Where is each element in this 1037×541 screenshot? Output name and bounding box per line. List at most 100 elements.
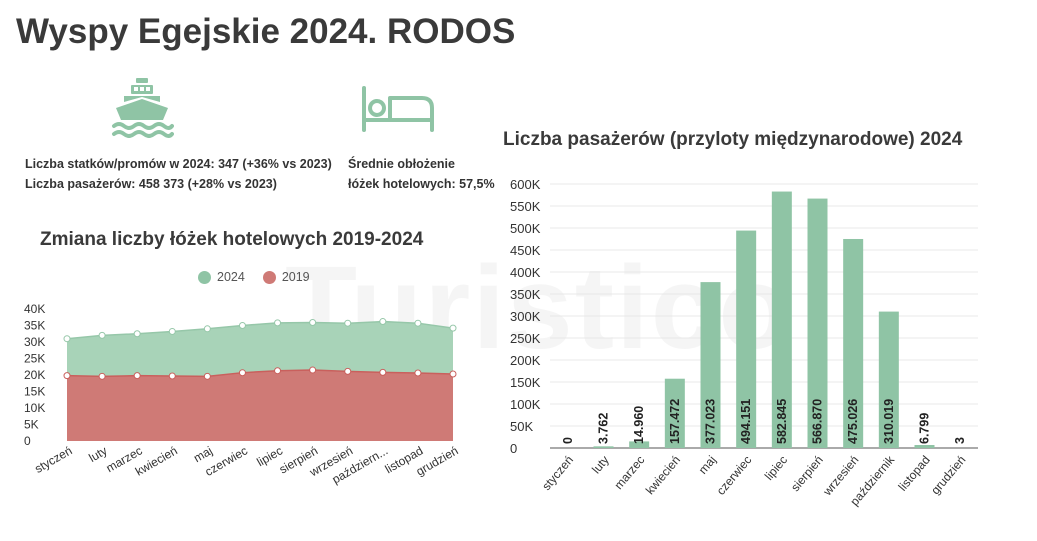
bar-y-tick-label: 600K: [510, 177, 541, 192]
bar-y-tick-label: 550K: [510, 199, 541, 214]
bar-value-label: 494.151: [739, 399, 753, 444]
bar-x-tick-label: marzec: [611, 453, 647, 492]
legend-item-2019[interactable]: 2019: [262, 270, 310, 284]
ship-icon: [112, 78, 174, 138]
point-2019[interactable]: [414, 369, 422, 377]
point-2019[interactable]: [449, 370, 457, 378]
ships-stat-line: Liczba statków/promów w 2024: 347 (+36% …: [25, 157, 332, 171]
point-2019[interactable]: [379, 368, 387, 376]
legend-item-2024[interactable]: 2024: [198, 270, 245, 284]
occupancy-stat-line-2: łóżek hotelowych: 57,5%: [348, 177, 495, 191]
point-2019[interactable]: [238, 369, 246, 377]
bar-y-tick-label: 300K: [510, 309, 541, 324]
area-chart-title: Zmiana liczby łóżek hotelowych 2019-2024: [40, 229, 424, 250]
bar-y-tick-label: 400K: [510, 265, 541, 280]
point-2024[interactable]: [63, 335, 71, 343]
legend-swatch-2019: [262, 270, 276, 284]
bar-y-tick-label: 450K: [510, 243, 541, 258]
bar-lipiec[interactable]: [771, 191, 792, 448]
bar-y-tick-label: 350K: [510, 287, 541, 302]
bar-value-label: 14.960: [632, 406, 646, 444]
point-2024[interactable]: [449, 324, 457, 332]
bar-x-tick-label: listopad: [895, 453, 932, 494]
bar-y-tick-label: 500K: [510, 221, 541, 236]
page-title: Wyspy Egejskie 2024. RODOS: [16, 12, 516, 51]
point-2024[interactable]: [98, 331, 106, 339]
point-2019[interactable]: [98, 372, 106, 380]
bar-x-tick-label: lipiec: [762, 453, 790, 483]
bar-y-tick-label: 250K: [510, 331, 541, 346]
area-2019: [67, 370, 453, 441]
bar-maj[interactable]: [700, 282, 721, 448]
bar-x-tick-label: kwiecień: [643, 453, 683, 497]
bar-wrzesień[interactable]: [843, 238, 864, 448]
bar-value-label: 3: [953, 437, 967, 444]
bar-x-tick-label: styczeń: [539, 453, 576, 493]
bar-sierpień[interactable]: [807, 198, 828, 448]
area-y-tick-label: 30K: [24, 335, 45, 349]
occupancy-stat-line-1: Średnie obłożenie: [348, 157, 455, 171]
bar-value-label: 157.472: [668, 399, 682, 444]
area-y-tick-label: 5K: [24, 418, 39, 432]
point-2019[interactable]: [309, 366, 317, 374]
point-2019[interactable]: [63, 372, 71, 380]
ships-stats: Liczba statków/promów w 2024: 347 (+36% …: [25, 154, 332, 194]
point-2019[interactable]: [168, 372, 176, 380]
point-2024[interactable]: [379, 318, 387, 326]
bar-y-tick-label: 200K: [510, 353, 541, 368]
bar-value-label: 310.019: [882, 399, 896, 444]
area-y-tick-label: 10K: [24, 401, 45, 415]
area-x-tick-label: styczeń: [32, 443, 74, 475]
area-y-tick-label: 20K: [24, 368, 45, 382]
bar-value-label: 377.023: [704, 399, 718, 444]
passengers-stat-line: Liczba pasażerów: 458 373 (+28% vs 2023): [25, 177, 277, 191]
point-2019[interactable]: [344, 367, 352, 375]
bar-y-tick-label: 150K: [510, 375, 541, 390]
point-2019[interactable]: [133, 372, 141, 380]
area-y-tick-label: 35K: [24, 319, 45, 333]
area-chart-legend: 2024 2019: [198, 270, 328, 284]
bar-y-tick-label: 50K: [510, 419, 533, 434]
bar-luty[interactable]: [593, 446, 614, 448]
bed-icon: [362, 86, 434, 132]
legend-label-2024: 2024: [217, 270, 245, 284]
area-y-tick-label: 0: [24, 434, 31, 448]
point-2024[interactable]: [344, 319, 352, 327]
bar-x-tick-label: maj: [696, 453, 719, 477]
point-2024[interactable]: [274, 319, 282, 327]
bar-x-tick-label: czerwiec: [714, 453, 755, 498]
bar-listopad[interactable]: [914, 445, 935, 448]
point-2024[interactable]: [133, 330, 141, 338]
bar-value-label: 0: [561, 437, 575, 444]
area-2024: [67, 321, 453, 377]
bar-kwiecień[interactable]: [664, 378, 685, 448]
legend-swatch-2024: [198, 270, 211, 284]
line-2024: [66, 320, 454, 340]
legend-label-2019: 2019: [281, 270, 310, 284]
point-2019[interactable]: [203, 372, 211, 380]
point-2019[interactable]: [274, 367, 282, 375]
line-2019: [66, 369, 454, 378]
bar-y-tick-label: 100K: [510, 397, 541, 412]
bar-value-label: 566.870: [811, 399, 825, 444]
area-y-tick-label: 40K: [24, 302, 45, 316]
bar-x-tick-label: grudzień: [928, 453, 968, 497]
bar-chart: 600K550K500K450K400K350K300K250K200K150K…: [510, 177, 978, 508]
bar-październik[interactable]: [878, 311, 899, 448]
point-2024[interactable]: [309, 319, 317, 327]
bar-value-label: 3.762: [597, 413, 611, 444]
point-2024[interactable]: [203, 325, 211, 333]
area-y-tick-label: 15K: [24, 385, 45, 399]
point-2024[interactable]: [168, 327, 176, 335]
bar-y-tick-label: 0: [510, 441, 517, 456]
bar-value-label: 475.026: [846, 399, 860, 444]
point-2024[interactable]: [414, 319, 422, 327]
point-2024[interactable]: [238, 322, 246, 329]
bar-czerwiec[interactable]: [736, 230, 757, 448]
area-y-tick-label: 25K: [24, 352, 45, 366]
bar-chart-title: Liczba pasażerów (przyloty międzynarodow…: [503, 129, 963, 150]
bar-value-label: 6.799: [918, 413, 932, 444]
occupancy-stats: Średnie obłożenie łóżek hotelowych: 57,5…: [348, 154, 495, 194]
bar-marzec[interactable]: [629, 441, 650, 448]
